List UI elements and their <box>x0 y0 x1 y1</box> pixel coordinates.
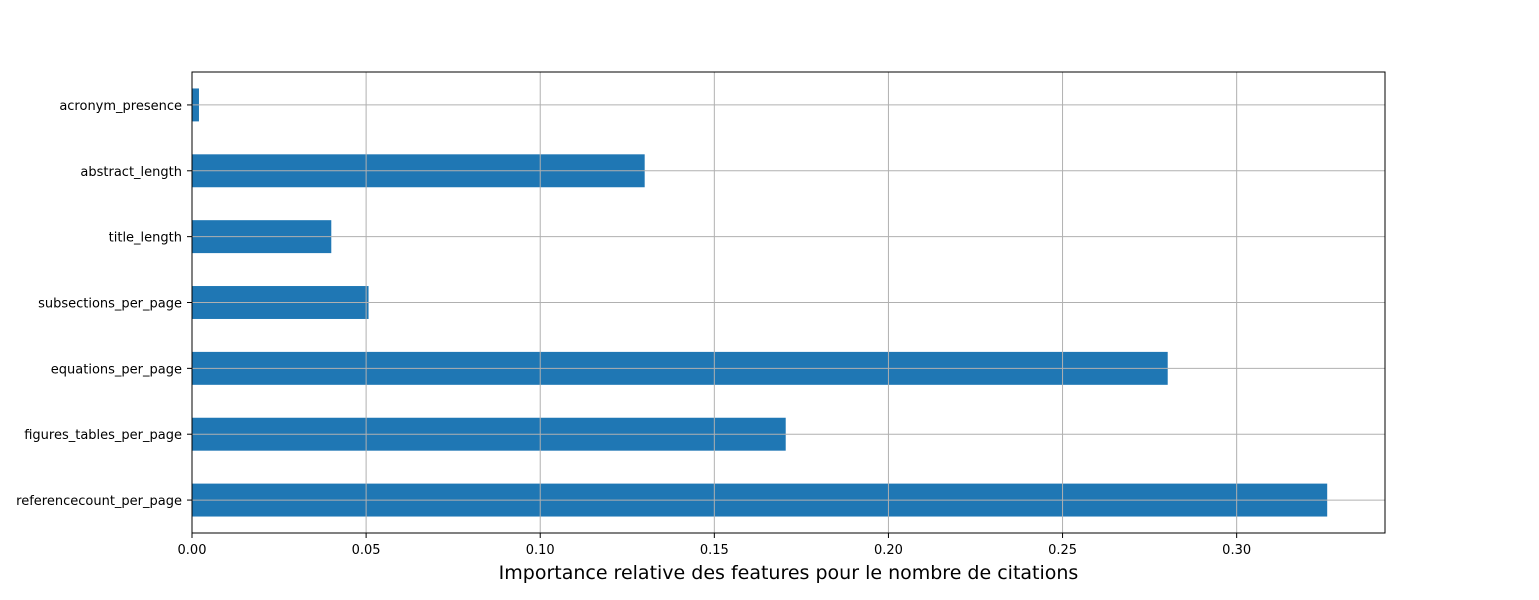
x-axis-ticks: 0.00 0.05 0.10 0.15 0.20 0.25 0.30 <box>178 533 1251 558</box>
x-tick-label: 0.30 <box>1222 543 1251 558</box>
y-tick-label-figures-tables-per-page: figures_tables_per_page <box>24 428 182 443</box>
x-tick-label: 0.00 <box>178 543 207 558</box>
x-tick-label: 0.20 <box>874 543 903 558</box>
x-tick-label: 0.05 <box>352 543 381 558</box>
y-axis-ticks: referencecount_per_page figures_tables_pe… <box>16 99 192 509</box>
grid-layer <box>191 72 1385 533</box>
y-tick-label-referencecount-per-page: referencecount_per_page <box>16 494 182 509</box>
y-tick-label-subsections-per-page: subsections_per_page <box>38 297 182 312</box>
y-tick-label-title-length: title_length <box>109 231 182 246</box>
x-tick-label: 0.10 <box>526 543 555 558</box>
y-tick-label-equations-per-page: equations_per_page <box>51 362 182 377</box>
x-tick-label: 0.25 <box>1048 543 1077 558</box>
x-tick-label: 0.15 <box>700 543 729 558</box>
y-tick-label-acronym-presence: acronym_presence <box>59 99 182 114</box>
y-tick-label-abstract-length: abstract_length <box>80 165 182 180</box>
x-axis-title: Importance relative des features pour le… <box>499 562 1079 584</box>
